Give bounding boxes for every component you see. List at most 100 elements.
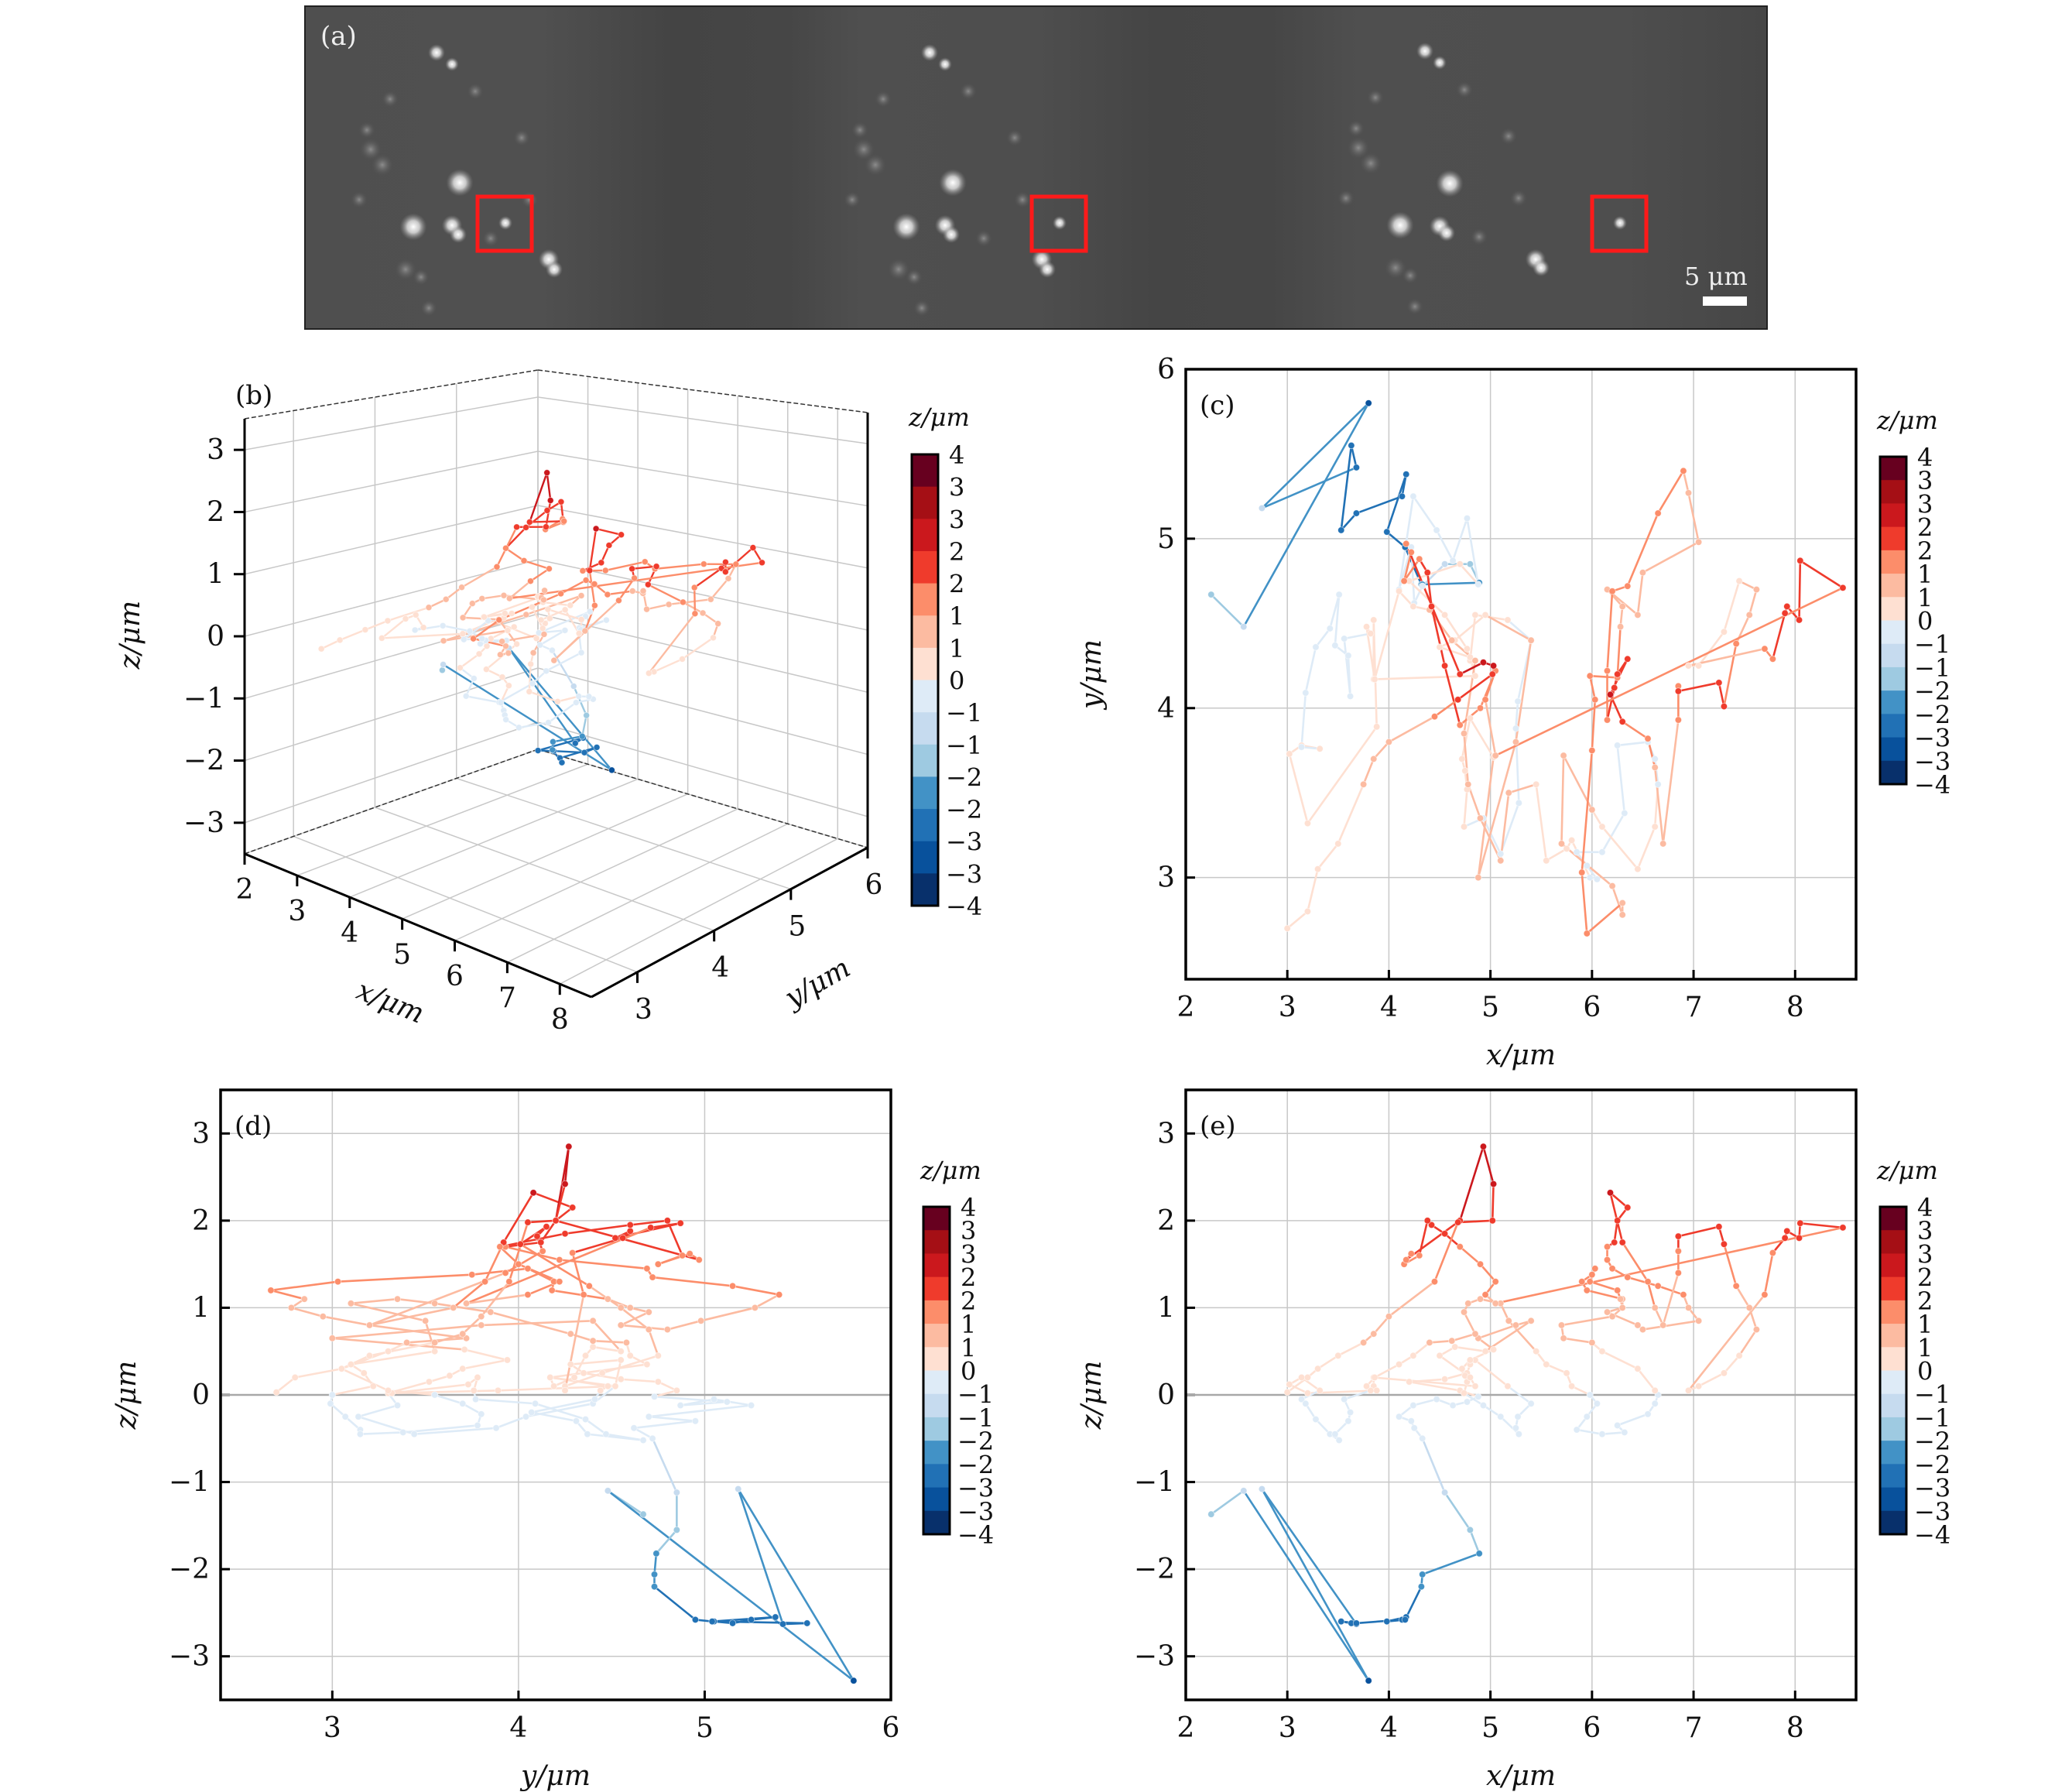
trajectory-segment: [472, 637, 507, 647]
trajectory-segment: [1636, 571, 1644, 616]
trajectory-segment: [531, 606, 544, 629]
trajectory-point: [575, 629, 583, 637]
trajectory-point: [569, 1204, 577, 1211]
y-tick-label: 0: [1157, 1379, 1175, 1411]
trajectory-point: [528, 1408, 536, 1417]
trajectory-point: [287, 1304, 296, 1312]
z-tick-label: 2: [207, 496, 224, 528]
colorbar-segment: [1880, 666, 1906, 691]
trajectory-segment: [1560, 754, 1565, 845]
fluorescent-spot: [1471, 228, 1488, 245]
trajectory-point: [459, 1400, 467, 1407]
fluorescent-spot: [888, 259, 909, 280]
trajectory-point: [1371, 1373, 1378, 1382]
trajectory-segment: [269, 1280, 339, 1292]
trajectory-segment: [682, 601, 704, 615]
trajectory-point: [779, 1620, 787, 1628]
fluorescent-spot: [851, 122, 868, 139]
trajectory-point: [567, 601, 574, 609]
trajectory-point: [1598, 848, 1606, 856]
trajectory-point: [1313, 865, 1322, 873]
y-tick-label: −3: [1134, 1641, 1175, 1673]
trajectory-point: [319, 1313, 327, 1321]
trajectory-segment: [1799, 1222, 1844, 1229]
trajectory-point: [1479, 659, 1488, 666]
trajectory-segment: [1426, 571, 1433, 608]
trajectory-segment: [1405, 1219, 1461, 1261]
trajectory-point: [1423, 569, 1431, 577]
roi-box: [1029, 194, 1088, 253]
trajectory-point: [598, 559, 605, 567]
y-tick-label: −2: [1134, 1554, 1175, 1585]
trajectory-point: [1527, 636, 1535, 644]
trajectory-point: [1533, 780, 1540, 788]
trajectory-point: [617, 1376, 625, 1383]
trajectory-point: [543, 507, 551, 514]
trajectory-point: [1634, 1365, 1642, 1372]
trajectory-segment: [368, 1324, 467, 1340]
trajectory-segment: [526, 1219, 557, 1224]
trajectory-point: [457, 664, 464, 672]
trajectory-point: [1362, 1383, 1371, 1390]
panel-a-microscopy: (a) 5 μm: [304, 5, 1768, 330]
trajectory-segment: [1438, 646, 1471, 659]
trajectory-point: [1720, 1240, 1728, 1248]
trajectory-point: [442, 595, 450, 603]
trajectory-point: [539, 1247, 546, 1255]
x-tick-label: 6: [446, 961, 464, 992]
trajectory-point: [497, 699, 505, 707]
trajectory-segment: [1477, 741, 1517, 879]
trajectory-segment: [364, 619, 389, 631]
trajectory-point: [1651, 1304, 1659, 1312]
trajectory-point: [1360, 780, 1368, 788]
trajectory-point: [534, 747, 542, 754]
trajectory-point: [561, 1230, 569, 1238]
trajectory-point: [549, 746, 557, 754]
trajectory-point: [1449, 557, 1457, 564]
x-tick-label: 6: [1583, 992, 1601, 1023]
colorbar-segment: [1880, 1230, 1906, 1255]
colorbar-segment: [923, 1347, 950, 1372]
trajectory-point: [776, 1290, 783, 1299]
trajectory-segment: [1334, 593, 1341, 647]
trajectory-point: [1614, 1421, 1622, 1430]
trajectory-point: [393, 1401, 402, 1410]
trajectory-point: [1651, 1386, 1659, 1394]
colorbar-tick-label: 3: [949, 473, 964, 502]
fluorescent-spot: [1406, 298, 1423, 315]
x-tick-label: 5: [1481, 992, 1499, 1023]
panel-label: (b): [235, 380, 272, 411]
colorbar-title: z/μm: [920, 1156, 981, 1185]
trajectory-point: [459, 614, 467, 622]
trajectory-point: [1402, 471, 1410, 478]
trajectory-segment: [1606, 590, 1614, 672]
pane-edge: [537, 749, 868, 848]
trajectory-point: [478, 594, 486, 602]
trajectory-point: [1466, 653, 1474, 661]
trajectory-segment: [1588, 674, 1597, 701]
trajectory-point: [526, 519, 533, 526]
fluorescent-spot: [382, 91, 399, 108]
trajectory-point: [1514, 697, 1522, 705]
trajectory-point: [1371, 675, 1378, 684]
trajectory-point: [1207, 1510, 1215, 1518]
trajectory-point: [399, 1428, 407, 1437]
trajectory-segment: [1463, 1311, 1477, 1335]
x-tick-label: 4: [341, 917, 358, 949]
trajectory-point: [1586, 1278, 1594, 1286]
grid-wall-x-z: [244, 505, 539, 575]
colorbar-tick-label: −1: [957, 1403, 994, 1433]
trajectory-segment: [290, 1307, 324, 1317]
trajectory-segment: [1621, 720, 1649, 740]
trajectory-point: [1578, 869, 1586, 876]
trajectory-segment: [1469, 614, 1477, 662]
colorbar-tick-label: 4: [949, 440, 964, 470]
trajectory-segment: [538, 610, 591, 634]
trajectory-segment: [1421, 563, 1446, 588]
trajectory-point: [1286, 1380, 1293, 1389]
roi-box: [1590, 194, 1649, 253]
trajectory-point: [691, 1417, 700, 1425]
trajectory-point: [649, 1273, 656, 1281]
colorbar-tick-label: −4: [1914, 770, 1950, 800]
trajectory-point: [1476, 1260, 1485, 1268]
